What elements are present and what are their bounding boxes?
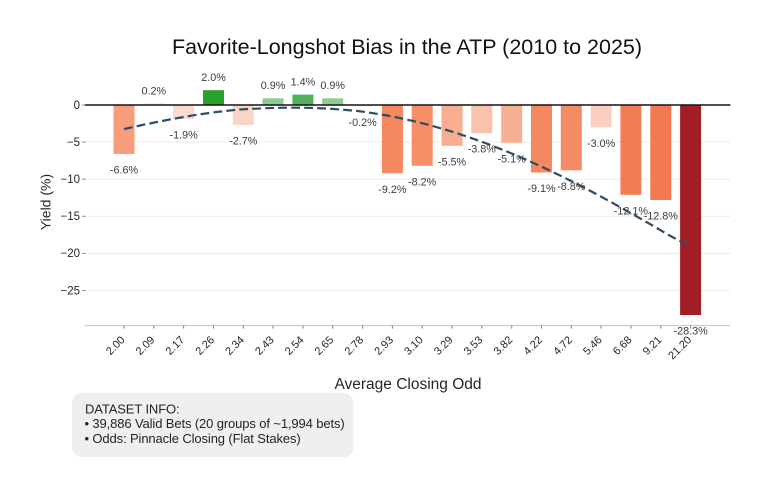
svg-text:−5: −5 bbox=[67, 137, 80, 149]
svg-text:−20: −20 bbox=[60, 248, 80, 260]
svg-text:2.0%: 2.0% bbox=[201, 72, 226, 84]
svg-text:-5.5%: -5.5% bbox=[438, 156, 467, 168]
svg-text:0.2%: 0.2% bbox=[141, 85, 166, 97]
svg-text:-3.8%: -3.8% bbox=[468, 144, 497, 156]
svg-text:• 39,886 Valid Bets (20 groups: • 39,886 Valid Bets (20 groups of ~1,994… bbox=[85, 416, 345, 431]
svg-text:• Odds: Pinnacle Closing (Flat: • Odds: Pinnacle Closing (Flat Stakes) bbox=[85, 431, 301, 446]
svg-text:Average Closing Odd: Average Closing Odd bbox=[334, 376, 481, 393]
svg-text:0.9%: 0.9% bbox=[261, 80, 286, 92]
svg-text:-3.0%: -3.0% bbox=[587, 138, 616, 150]
svg-text:-9.1%: -9.1% bbox=[527, 183, 556, 195]
svg-text:1.4%: 1.4% bbox=[291, 77, 316, 89]
svg-text:-6.6%: -6.6% bbox=[110, 165, 139, 177]
svg-text:−15: −15 bbox=[60, 211, 80, 223]
svg-text:-1.9%: -1.9% bbox=[169, 130, 198, 142]
svg-text:-12.8%: -12.8% bbox=[644, 211, 679, 223]
svg-text:-28.3%: -28.3% bbox=[673, 326, 708, 338]
svg-text:Yield (%): Yield (%) bbox=[38, 174, 54, 230]
svg-text:0: 0 bbox=[74, 100, 80, 112]
svg-text:Favorite-Longshot Bias in the: Favorite-Longshot Bias in the ATP (2010 … bbox=[172, 35, 642, 59]
svg-text:DATASET INFO:: DATASET INFO: bbox=[85, 402, 180, 417]
svg-text:-0.2%: -0.2% bbox=[348, 117, 377, 129]
svg-text:−25: −25 bbox=[60, 285, 80, 297]
svg-text:-8.2%: -8.2% bbox=[408, 176, 437, 188]
svg-text:-9.2%: -9.2% bbox=[378, 184, 407, 196]
svg-text:-8.8%: -8.8% bbox=[557, 181, 586, 193]
svg-text:0.9%: 0.9% bbox=[320, 80, 345, 92]
svg-text:-2.7%: -2.7% bbox=[229, 136, 258, 148]
svg-text:-12.1%: -12.1% bbox=[614, 205, 649, 217]
svg-text:-5.1%: -5.1% bbox=[498, 153, 527, 165]
svg-text:−10: −10 bbox=[60, 174, 80, 186]
